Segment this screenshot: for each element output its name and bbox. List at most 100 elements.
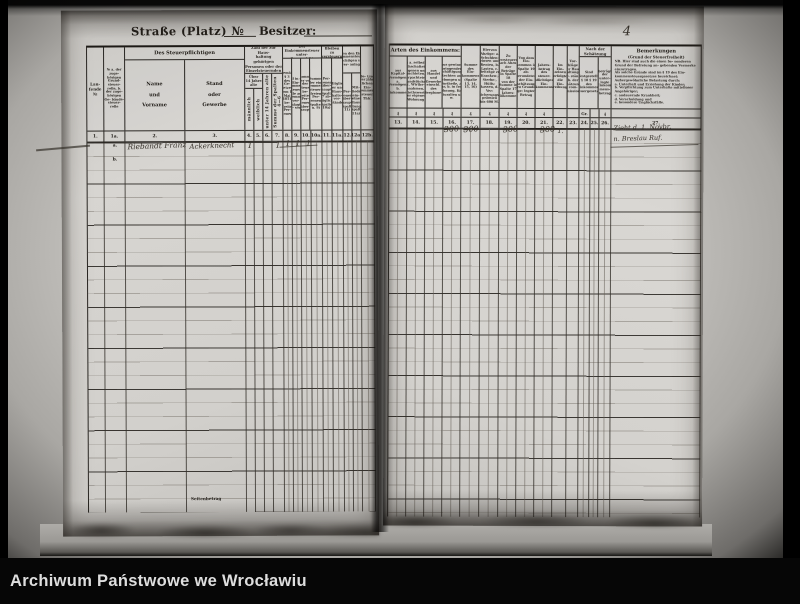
remain-group-cells: Per- sonen über- haupt (Spalte 7 ab- züg… (322, 58, 343, 130)
col5-header: weiblich (254, 89, 263, 130)
exempt-group-cells: gemäß § 3 des Ge- setzes vom 1. Mai 1851… (283, 58, 322, 130)
col11a-header: Mitglie- der und Haus- halts- vor- ständ… (331, 81, 343, 105)
colnum: 12a. (352, 130, 362, 141)
currency-glyph: Gr. (579, 109, 591, 118)
assessment-group-cells: Sind festgestellt § 18 § 19 des Einkomme… (579, 57, 611, 109)
right-table-body (388, 128, 702, 518)
col7-header: Summe der Spalten 4—6 (272, 74, 283, 130)
assessed-group: Von den Ein- kommensteuer- pflichtigen s… (343, 46, 362, 130)
assessed-group-cells: Per- sonen über- haupt (Spalte 11) Mit- … (343, 73, 361, 130)
col7-label: Summe der Spalten 4—6 (271, 76, 282, 128)
col6-label: unter 14 Jahren alte (263, 74, 270, 129)
col4-label: männlich (245, 97, 251, 122)
left-table-body (87, 141, 377, 513)
body-col (552, 129, 568, 518)
col2-header: Name und Vorname (125, 60, 185, 131)
archive-name-label: Archiwum Państwowe we Wrocławiu (10, 571, 307, 590)
colnum: 24. (579, 118, 591, 129)
colnum: 5. (254, 130, 264, 141)
body-col (479, 128, 500, 517)
colnum: 6. (263, 130, 273, 141)
ledger-right-page: 4 Arten des Einkommens: aus Kapital- Ver… (383, 5, 704, 527)
colnum: 25. (590, 118, 600, 129)
subrow-a-label: a. (112, 143, 118, 149)
body-col (185, 141, 248, 513)
colnum: 1a. (104, 131, 126, 142)
income-types-cells: aus Kapital- Vermögen: a. Vermögen, b. E… (389, 56, 461, 108)
entry-mark-col4: 1 (247, 140, 253, 150)
col1-header: Lau- fende № (87, 47, 105, 131)
remain-group-title: Bleiben zu versteuern (322, 46, 343, 59)
col20-header: Von dem Ein- kommen in Spalte 19 ab- ger… (517, 45, 536, 108)
street-fill-line (223, 35, 256, 37)
currency-glyph: ₰ (461, 108, 481, 117)
col11-header: Per- sonen über- haupt (Spalte 7 ab- züg… (322, 58, 332, 130)
body-col (610, 129, 702, 518)
entry-remark-line2: n. Breslau Ruf. (613, 133, 663, 144)
owner-fill-line (303, 35, 372, 37)
body-col (442, 128, 462, 517)
colnum: 11a. (332, 130, 344, 141)
right-table-header: Arten des Einkommens: aus Kapital- Vermö… (389, 43, 702, 110)
col8-header: gemäß § 3 des Ge- setzes vom 1. Mai 1851… (283, 58, 293, 130)
col22-header: Im Ein- zelnen erfolgte die Ein- reihung (553, 46, 568, 109)
remain-group: Bleiben zu versteuern Per- sonen über- h… (322, 46, 344, 130)
col23-header: Vor- schläge a. der Haus- haltungs- vor-… (567, 46, 580, 109)
col10a-header: Summe der ein- kommen- steuer- freien Pe… (310, 76, 322, 110)
colnum: 12. (343, 130, 353, 141)
col15-header: aus Handel und Gewerbe einschl. des Berg… (425, 56, 443, 108)
col5-label: weiblich (254, 98, 260, 121)
persons-group-cells: Über 14 Jahre alte männlich weiblich unt… (245, 73, 283, 130)
income-types-group: Arten des Einkommens: aus Kapital- Vermö… (389, 45, 462, 108)
col10-header: Summe der von der Steuer be- freiten Per… (300, 58, 311, 130)
taxpayer-group: Des Steuerpflichtigen Name und Vorname S… (125, 46, 246, 131)
col1a-header: № a. der zuge- hörigen Grund- steuer- ro… (104, 47, 126, 131)
page-number-handwriting: 4 (622, 24, 632, 40)
entry-amount-col16: 300 (443, 124, 460, 135)
body-col (87, 142, 107, 513)
colnum: 12b. (361, 130, 375, 141)
colnum: 1. (87, 131, 105, 142)
exempt-group-title: Der Einkommensteuer unter- liegen nicht (283, 46, 322, 59)
currency-glyph: ₰ (425, 108, 444, 117)
col9-header: weil in die Ein- kommen- steuer- rolle a… (291, 58, 301, 130)
colnum: 18. (480, 117, 500, 128)
colnum: 7. (272, 130, 284, 141)
currency-glyph (590, 109, 600, 118)
body-col (534, 128, 554, 518)
remarks-column-header: Bemerkungen (Grund der Steuerfreiheit) N… (611, 46, 702, 109)
colnum: 11. (322, 130, 333, 141)
body-col (424, 128, 444, 517)
body-col (361, 141, 377, 512)
page-sum-label: Seitenbetrag (190, 495, 222, 502)
colnum: 4. (245, 130, 255, 141)
entry-class-col22: 1. (557, 127, 564, 136)
col24-25-header: Sind festgestellt § 18 § 19 des Einkomme… (579, 57, 600, 109)
col21-header: Jahres- betrag des steuer- pflichtigen E… (535, 45, 554, 109)
body-col (388, 128, 408, 517)
colnum: 13. (389, 117, 408, 128)
over14-cells: männlich weiblich (245, 88, 263, 130)
entry-mark-col7: 1 (275, 140, 281, 150)
col6-header: unter 14 Jahren alte (263, 73, 272, 130)
col18-header: Hiervon Abzüge: a. Schulden- zinsen und … (480, 45, 500, 108)
exempt-group: Der Einkommensteuer unter- liegen nicht … (283, 46, 323, 130)
col12a-header: Mit- glieder ein- zelner Haus- haltungen… (351, 85, 361, 116)
currency-glyph: ₰ (407, 108, 426, 117)
taxpayer-group-cells: Name und Vorname Stand oder Gewerbe (125, 60, 244, 131)
left-table: Lau- fende № № a. der zuge- hörigen Grun… (86, 44, 377, 513)
currency-glyph: ₰ (499, 108, 518, 117)
taxpayer-group-title: Des Steuerpflichtigen (125, 46, 245, 61)
assessed-group-title: Von den Ein- kommensteuer- pflichtigen s… (343, 46, 361, 74)
currency-glyph (611, 109, 702, 118)
colnum: 20. (517, 117, 536, 128)
col12b-header: Be- trag der jähr- lichen Ein- kommen- s… (361, 46, 375, 130)
entry-amount-col17: 300 (463, 124, 479, 135)
subrow-b-label: b. (112, 157, 118, 163)
body-col (104, 142, 128, 513)
currency-glyph: ₰ (517, 108, 536, 117)
body-col (125, 142, 188, 513)
currency-glyph: ₰ (480, 108, 500, 117)
body-col (406, 128, 426, 517)
archive-watermark-bar: Archiwum Państwowe we Wrocławiu (0, 558, 800, 604)
